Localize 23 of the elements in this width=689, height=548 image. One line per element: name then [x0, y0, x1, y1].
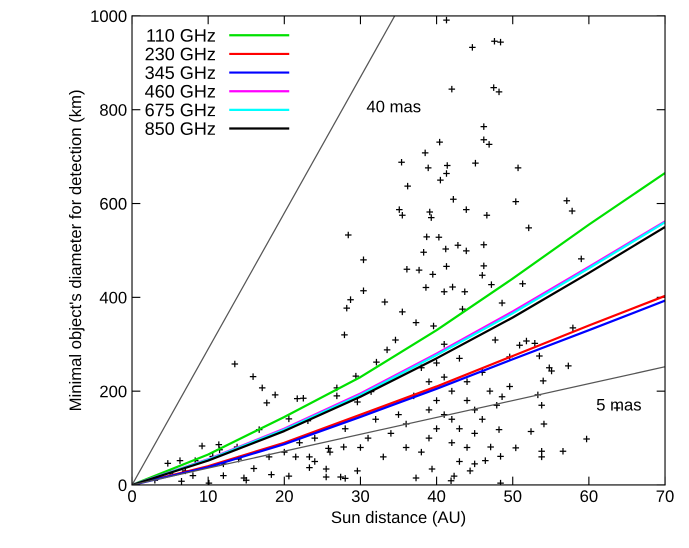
x-tick-label: 20 [276, 490, 293, 502]
y-axis-title: Minimal object's diameter for detection (km) [68, 90, 85, 410]
y-tick-label: 400 [100, 292, 126, 304]
x-tick-label: 30 [352, 490, 370, 502]
legend-label: 230 GHz [146, 48, 216, 60]
y-tick-label: 200 [100, 386, 126, 398]
y-tick-label: 600 [100, 198, 126, 210]
x-tick-label: 40 [428, 490, 446, 502]
x-axis-title: Sun distance (AU) [332, 510, 466, 526]
y-tick-label: 1000 [91, 10, 127, 22]
legend-label: 110 GHz [147, 29, 216, 42]
x-tick-label: 0 [128, 490, 136, 502]
y-tick-label: 800 [100, 104, 126, 116]
legend-label: 460 GHz [145, 84, 216, 98]
series-label: 40 mas [366, 100, 420, 112]
x-tick-label: 50 [504, 490, 522, 502]
legend-label: 345 GHz [145, 66, 216, 80]
x-tick-label: 60 [580, 490, 598, 502]
x-tick-label: 10 [200, 490, 217, 502]
legend-label: 675 GHz [146, 104, 216, 116]
legend-label: 850 GHz [145, 122, 216, 135]
x-tick-label: 70 [656, 490, 674, 502]
y-tick-label: 0 [118, 479, 126, 492]
